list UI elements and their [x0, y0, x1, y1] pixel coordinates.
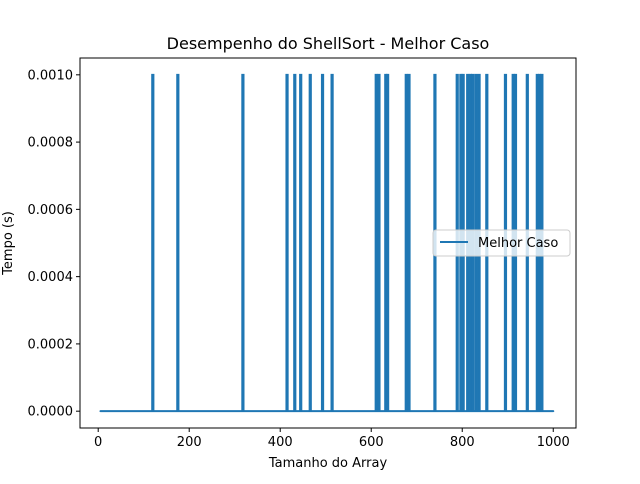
y-axis-label: Tempo (s): [1, 211, 16, 276]
y-tick-label: 0.0002: [28, 337, 74, 352]
legend-label: Melhor Caso: [478, 236, 558, 251]
x-axis-label: Tamanho do Array: [268, 456, 388, 471]
x-tick-label: 0: [94, 435, 102, 450]
y-axis-ticks: 0.0000 0.0002 0.0004 0.0006 0.0008 0.0010: [28, 68, 80, 420]
y-tick-label: 0.0000: [28, 405, 74, 420]
y-tick-label: 0.0010: [28, 68, 74, 83]
x-tick-label: 200: [177, 435, 202, 450]
y-tick-label: 0.0008: [28, 136, 74, 151]
series-spike-13: [404, 73, 408, 412]
x-tick-label: 1000: [537, 435, 570, 450]
x-tick-label: 400: [268, 435, 293, 450]
series-spike-12: [386, 73, 390, 412]
series-spike-2: [241, 73, 245, 412]
series-spike-6: [308, 73, 312, 412]
chart-title: Desempenho do ShellSort - Melhor Caso: [167, 34, 490, 53]
legend: Melhor Caso: [432, 229, 571, 257]
x-tick-label: 600: [359, 435, 384, 450]
series-spike-5: [299, 73, 303, 412]
x-axis-ticks: 0 200 400 600 800 1000: [94, 428, 570, 450]
legend-box: [432, 229, 571, 257]
series-spike-4: [293, 73, 297, 412]
series-spike-1: [176, 73, 180, 412]
axes-frame: [79, 57, 577, 429]
y-tick-label: 0.0004: [28, 270, 74, 285]
series-spike-9: [374, 73, 378, 412]
series-spike-8: [330, 73, 334, 412]
series-spike-14: [407, 73, 411, 412]
series-spike-7: [320, 73, 325, 412]
y-tick-label: 0.0006: [28, 203, 74, 218]
x-tick-label: 800: [450, 435, 475, 450]
series-spike-10: [377, 73, 381, 412]
series-spike-3: [285, 73, 289, 412]
series-spike-0: [151, 73, 155, 412]
